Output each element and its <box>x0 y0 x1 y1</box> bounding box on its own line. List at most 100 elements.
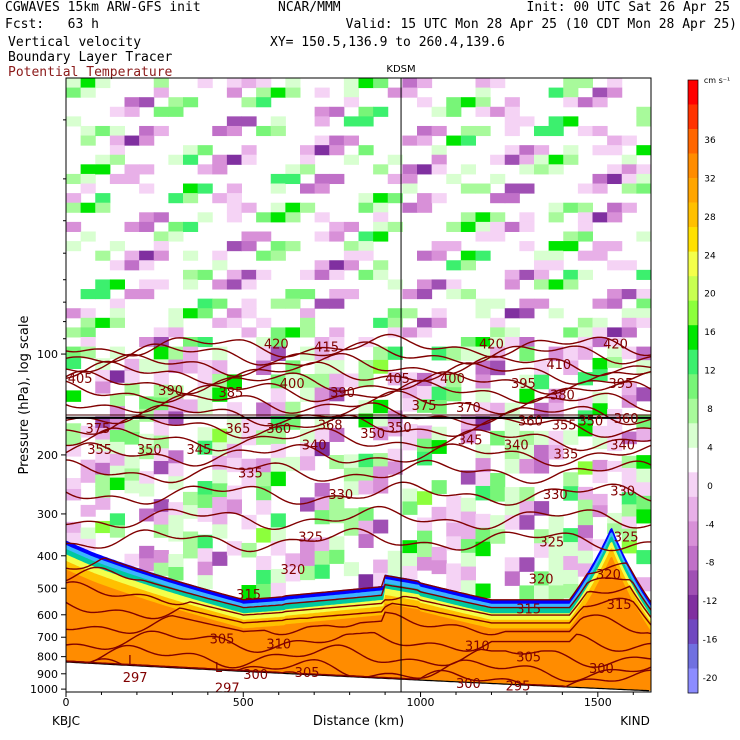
vv-cell <box>241 585 257 600</box>
theta-label: 405 <box>68 372 93 387</box>
vv-cell <box>577 212 593 223</box>
theta-label: 400 <box>280 377 305 392</box>
theta-label: 400 <box>440 372 465 387</box>
init-time: Init: 00 UTC Sat 26 Apr 25 <box>526 0 731 15</box>
vv-cell <box>504 183 520 194</box>
vv-cell <box>417 517 433 532</box>
vv-cell <box>607 512 623 524</box>
vv-cell <box>490 212 506 223</box>
theta-label: 420 <box>603 337 628 352</box>
vv-cell <box>153 384 169 398</box>
vv-cell <box>519 487 535 502</box>
vv-cell <box>139 446 155 460</box>
vv-cell <box>212 260 228 271</box>
vv-cell <box>124 383 140 396</box>
vv-cell <box>621 308 637 319</box>
vv-cell <box>95 125 111 137</box>
vv-cell <box>402 501 418 515</box>
vv-cell <box>226 212 242 223</box>
vv-cell <box>592 173 608 185</box>
vv-cell <box>168 221 184 232</box>
vv-cell <box>183 491 199 506</box>
vv-cell <box>519 308 535 319</box>
vv-cell <box>607 164 623 175</box>
vv-cell <box>285 164 301 175</box>
vv-cell <box>592 493 608 506</box>
vv-cell <box>270 471 286 487</box>
vv-cell <box>577 183 593 194</box>
vv-cell <box>300 164 316 175</box>
vv-cell <box>504 145 520 156</box>
vv-cell <box>343 562 359 577</box>
vv-cell <box>66 116 82 127</box>
vv-cell <box>285 78 301 89</box>
vv-cell <box>139 483 155 497</box>
vv-cell <box>329 427 345 442</box>
model-title-text: CGWAVES 15km ARW-GFS init <box>5 0 201 15</box>
vv-cell <box>241 514 257 530</box>
vv-cell <box>329 289 345 300</box>
theta-label: 297 <box>123 671 148 686</box>
vv-cell <box>80 538 96 551</box>
vv-cell <box>607 173 623 185</box>
vv-cell <box>168 476 184 490</box>
vv-cell <box>66 241 82 252</box>
vv-cell <box>197 548 213 563</box>
vv-cell <box>256 569 272 585</box>
vv-cell <box>270 87 286 98</box>
vv-cell <box>402 135 418 146</box>
vv-cell <box>183 97 199 108</box>
vv-cell <box>241 231 257 242</box>
theta-label: 395 <box>511 377 536 392</box>
colorbar-swatch <box>688 80 698 105</box>
vv-cell <box>343 373 359 388</box>
vv-cell <box>460 337 476 348</box>
vv-cell <box>548 279 564 290</box>
vv-cell <box>373 317 389 328</box>
vv-cell <box>417 97 433 108</box>
vv-cell <box>139 212 155 223</box>
vv-cell <box>270 327 286 338</box>
vv-cell <box>124 468 140 482</box>
vv-cell <box>212 298 228 309</box>
vv-cell <box>490 337 506 348</box>
field-boundary-layer-tracer: Boundary Layer Tracer <box>8 50 173 65</box>
vv-cell <box>402 398 418 412</box>
colorbar-swatch <box>688 104 698 130</box>
vv-cell <box>168 308 184 319</box>
vv-cell <box>519 557 535 572</box>
y-tick-label: 300 <box>37 508 58 521</box>
theta-contour <box>66 333 651 358</box>
vv-cell <box>256 87 272 98</box>
vv-cell <box>95 193 111 204</box>
vv-cell <box>270 337 286 348</box>
low-marker: L <box>128 654 136 669</box>
vv-cell <box>226 183 242 194</box>
vv-cell <box>139 508 155 522</box>
vv-cell <box>563 528 579 543</box>
vv-cell <box>592 125 608 137</box>
vv-cell <box>66 308 82 319</box>
colorbar-swatch <box>688 349 698 375</box>
vv-cell <box>475 472 491 487</box>
vv-cell <box>387 221 403 232</box>
vv-cell <box>153 231 169 242</box>
theta-contour <box>66 402 651 427</box>
forecast-hour: Fcst: 63 h <box>5 17 99 32</box>
vv-cell <box>534 585 550 600</box>
vv-cell <box>329 536 345 551</box>
vv-cell <box>431 145 447 156</box>
vv-cell <box>636 427 651 443</box>
vv-cell <box>577 317 593 328</box>
vv-cell <box>475 106 491 117</box>
vv-cell <box>373 231 389 242</box>
vv-cell <box>153 346 169 360</box>
vv-cell <box>358 359 374 374</box>
vv-cell <box>358 534 374 548</box>
vv-cell <box>329 269 345 280</box>
vv-cell <box>475 250 491 261</box>
vv-cell <box>139 183 155 194</box>
vv-cell <box>475 527 491 543</box>
theta-label: 300 <box>456 677 481 692</box>
vv-cell <box>621 164 637 175</box>
